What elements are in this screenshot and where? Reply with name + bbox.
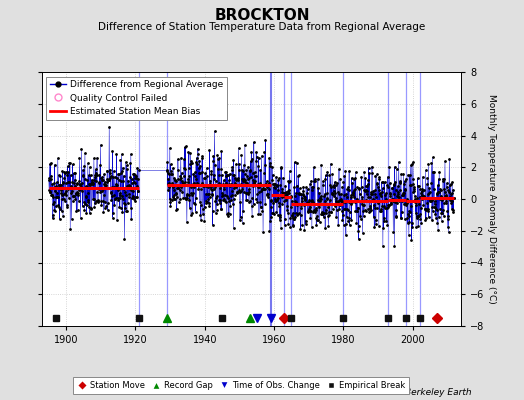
Legend: Station Move, Record Gap, Time of Obs. Change, Empirical Break: Station Move, Record Gap, Time of Obs. C… [73,376,409,394]
Legend: Difference from Regional Average, Quality Control Failed, Estimated Station Mean: Difference from Regional Average, Qualit… [47,76,227,120]
Text: BROCKTON: BROCKTON [214,8,310,23]
Text: Berkeley Earth: Berkeley Earth [405,388,472,397]
Y-axis label: Monthly Temperature Anomaly Difference (°C): Monthly Temperature Anomaly Difference (… [487,94,496,304]
Text: Difference of Station Temperature Data from Regional Average: Difference of Station Temperature Data f… [99,22,425,32]
